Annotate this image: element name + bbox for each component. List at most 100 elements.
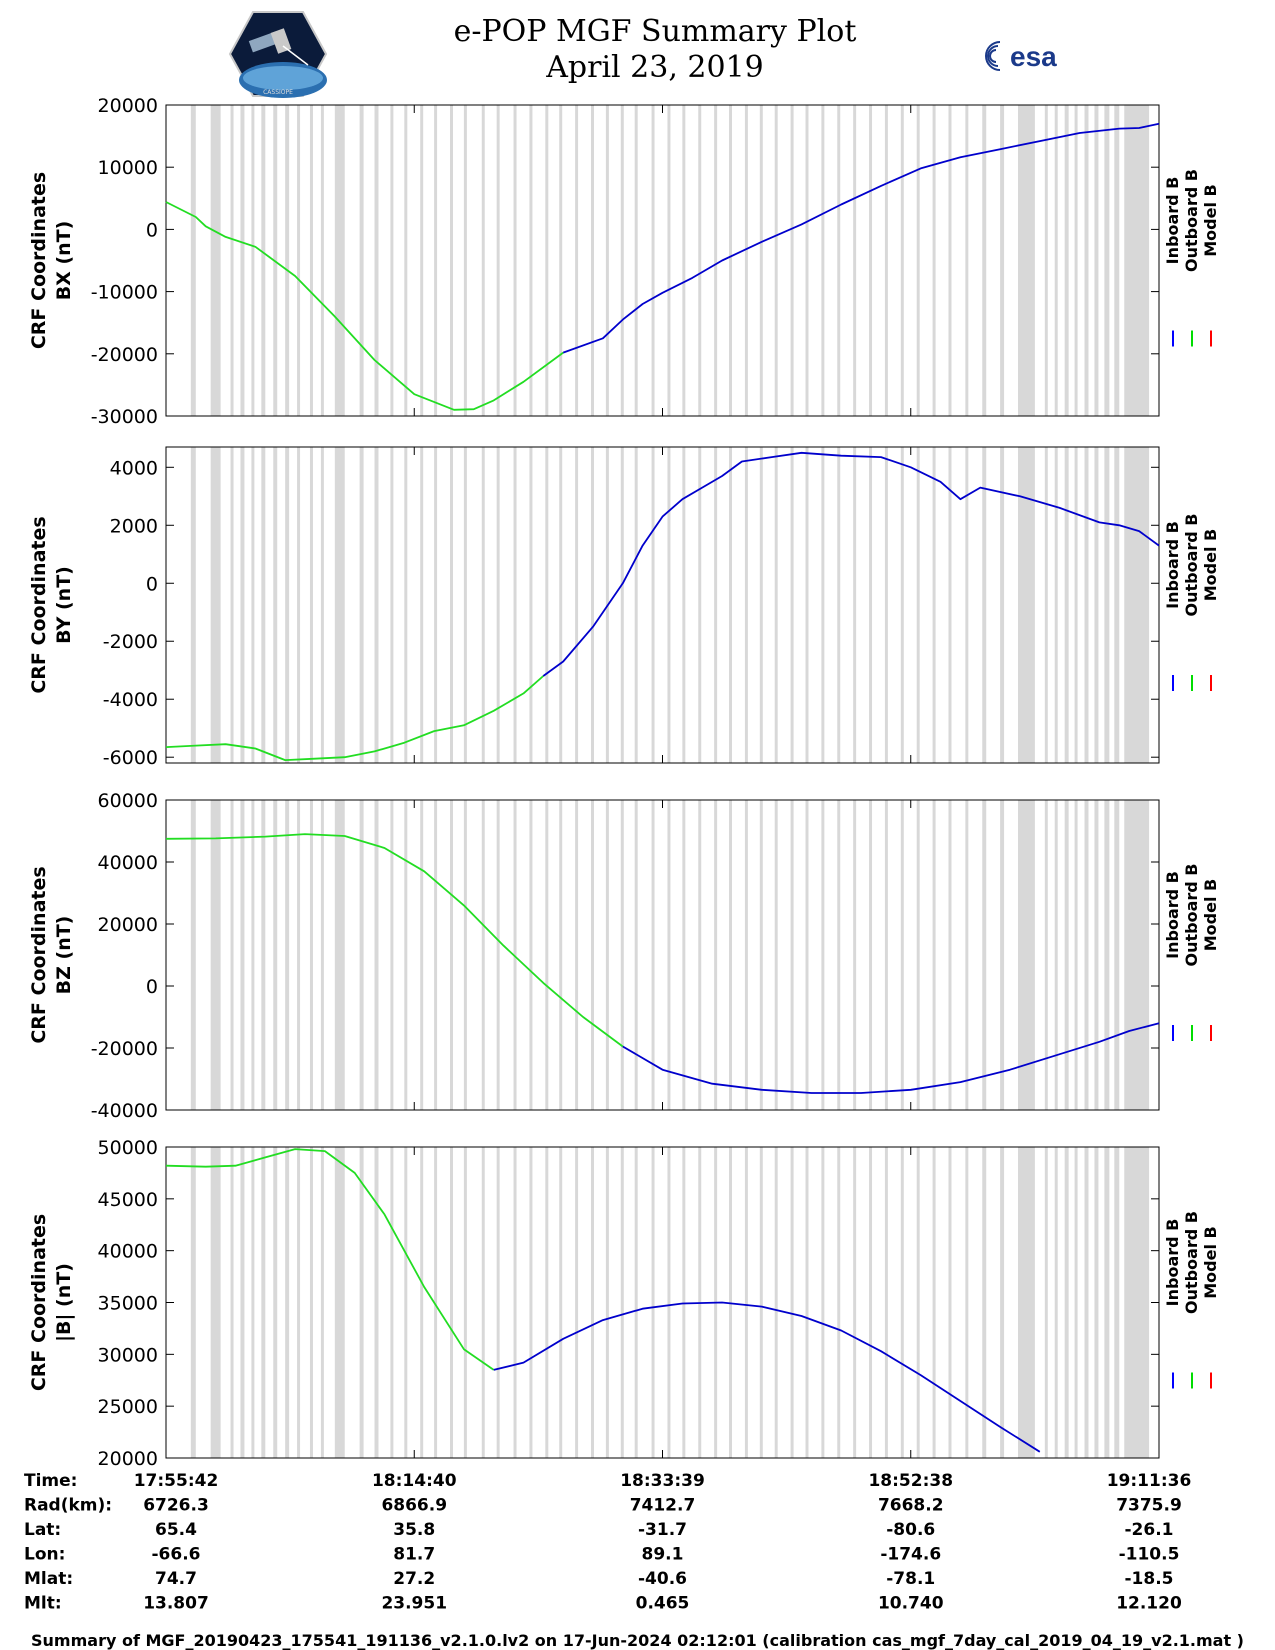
data-gap-bar [464,447,467,763]
data-gap-bar [420,105,423,416]
data-gap-bar [652,447,655,763]
y-tick-label: 35000 [98,1293,158,1315]
data-gap-bar [240,1147,244,1458]
data-gap-bar [1075,105,1078,416]
data-gap-bar [917,1147,920,1458]
data-gap-bar [948,800,951,1110]
data-gap-bar [1055,800,1058,1110]
data-gap-bar [698,800,701,1110]
legend-label: Outboard B [1182,514,1201,617]
data-gap-bar [251,1147,254,1458]
data-gap-bar [285,447,289,763]
data-gap-bar [360,1147,364,1458]
data-gap-bar [775,447,778,763]
data-gap-bar [1085,447,1089,763]
info-row-label: Lat: [24,1520,61,1540]
info-row-value: -31.7 [638,1520,687,1540]
data-gap-bar [791,447,794,763]
info-row-value: -78.1 [886,1569,935,1589]
data-gap-bar [450,105,453,416]
data-gap-bar [514,1147,517,1458]
data-gap-bar [606,105,609,416]
data-gap-bar [1094,447,1098,763]
info-row-value: 19:11:36 [1107,1471,1192,1491]
data-gap-bar [682,1147,685,1458]
data-gap-bar [948,447,951,763]
data-gap-bar [450,447,453,763]
data-gap-bar [667,447,670,763]
y-axis-label-line2: BX (nT) [53,221,75,301]
data-gap-bar [251,800,254,1110]
data-gap-bar [545,105,548,416]
info-row-value: 6866.9 [381,1496,447,1516]
data-gap-bar [760,800,763,1110]
data-gap-bar [261,800,265,1110]
data-gap-bar [559,105,562,416]
data-gap-bar [1065,1147,1069,1458]
legend-label: Outboard B [1182,864,1201,967]
info-row-value: 27.2 [393,1569,435,1589]
y-tick-label: -40000 [91,1100,158,1122]
data-gap-bar [714,800,717,1110]
data-gap-bar [285,105,289,416]
data-gap-bar [482,105,485,416]
y-tick-label: -10000 [91,282,158,304]
data-gap-bar [335,1147,345,1458]
y-tick-label: 45000 [98,1189,158,1211]
data-gap-bar [545,447,548,763]
data-gap-bar [360,800,364,1110]
chart-panel-3: 6000040000200000-20000-40000CRF Coordina… [28,790,1220,1122]
data-gap-bar [464,800,467,1110]
info-row-value: 0.465 [636,1594,690,1614]
info-row-value: -174.6 [880,1545,941,1565]
y-axis-label-line1: CRF Coordinates [28,866,50,1043]
data-gap-bar [321,105,324,416]
data-gap-bar [869,800,872,1110]
data-gap-bar [853,800,856,1110]
data-gap-bar [482,800,485,1110]
legend-label: Inboard B [1163,1219,1182,1307]
data-gap-bar [450,1147,453,1458]
data-gap-bar [285,800,289,1110]
info-row-value: -110.5 [1119,1545,1180,1565]
info-row-value: 12.120 [1116,1594,1182,1614]
data-gap-bar [360,105,364,416]
y-tick-label: 60000 [98,790,158,812]
data-gap-bar [885,1147,888,1458]
data-gap-bar [760,105,763,416]
data-gap-bar [760,447,763,763]
y-tick-label: 4000 [110,457,158,479]
data-gap-bar [745,800,748,1110]
data-gap-bar [729,105,732,416]
y-tick-label: 10000 [98,157,158,179]
legend-label: Model B [1201,1226,1220,1298]
info-row-value: 18:14:40 [372,1471,457,1491]
data-gap-bar [1114,1147,1119,1458]
y-tick-label: 20000 [98,95,158,117]
data-gap-bar [729,447,732,763]
data-gap-bar [1104,1147,1109,1458]
data-gap-bar [261,447,265,763]
data-gap-bar [821,105,824,416]
data-gap-bar [606,800,609,1110]
plot-axes-box [166,105,1159,416]
mgf-summary-charts: 20000100000-10000-20000-30000CRF Coordin… [0,0,1275,1630]
data-gap-bar [805,447,808,763]
data-gap-bar [652,1147,655,1458]
data-gap-bar [682,105,685,416]
data-gap-bar [1065,447,1069,763]
y-axis-label-line2: BZ (nT) [53,916,75,995]
data-gap-bar [211,447,221,763]
data-gap-bar [390,1147,393,1458]
series-line-inboard-b [623,1023,1159,1093]
data-gap-bar [837,1147,840,1458]
data-gap-bar [652,105,655,416]
info-row-value: -80.6 [886,1520,935,1540]
data-gap-bar [575,447,578,763]
data-gap-bar [360,447,364,763]
data-gap-bar [545,1147,548,1458]
y-tick-label: 0 [146,219,158,241]
data-gap-bar [1075,1147,1078,1458]
data-gap-bar [821,447,824,763]
y-tick-label: 25000 [98,1396,158,1418]
